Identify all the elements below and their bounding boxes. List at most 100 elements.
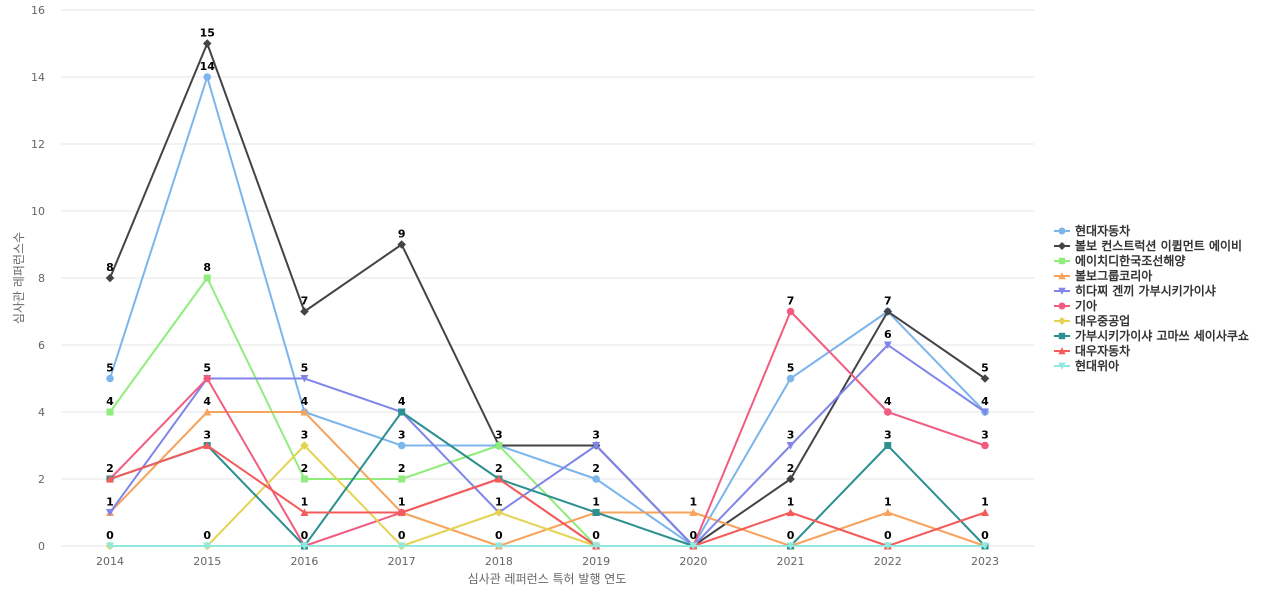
legend-marker <box>1058 272 1066 280</box>
legend-item[interactable]: 볼보 컨스트럭션 이큅먼트 에이비 <box>1054 238 1242 253</box>
series-2[interactable] <box>105 39 990 551</box>
data-label: 15 <box>200 27 215 40</box>
data-label: 8 <box>106 261 114 274</box>
legend-marker <box>1058 347 1066 355</box>
data-label: 7 <box>787 295 795 308</box>
data-label: 5 <box>106 362 114 375</box>
legend-label: 현대자동차 <box>1075 223 1130 238</box>
x-tick-label: 2021 <box>777 555 805 568</box>
data-label: 0 <box>398 529 406 542</box>
data-label: 5 <box>787 362 795 375</box>
x-tick-label: 2019 <box>582 555 610 568</box>
data-point <box>786 307 795 316</box>
data-point <box>494 475 503 483</box>
data-label: 1 <box>592 496 600 509</box>
data-point <box>203 73 212 81</box>
data-label: 4 <box>398 395 406 408</box>
legend-item[interactable]: 대우중공업 <box>1054 314 1130 328</box>
x-tick-label: 2015 <box>193 555 221 568</box>
data-label: 1 <box>884 496 892 509</box>
series-10[interactable] <box>106 542 989 551</box>
data-point <box>981 408 989 416</box>
data-label: 1 <box>398 496 406 509</box>
data-label: 5 <box>981 362 989 375</box>
data-point <box>300 508 309 516</box>
data-point <box>300 542 309 550</box>
data-label: 2 <box>592 462 600 475</box>
data-label: 8 <box>203 261 211 274</box>
legend-label: 히다찌 겐끼 가부시키가이샤 <box>1075 283 1216 298</box>
y-tick-label: 12 <box>31 138 45 151</box>
data-point <box>398 475 406 483</box>
data-label: 0 <box>106 529 114 542</box>
x-tick-label: 2023 <box>971 555 999 568</box>
x-tick-label: 2018 <box>485 555 513 568</box>
data-label: 1 <box>495 496 503 509</box>
data-point <box>981 441 989 450</box>
data-label: 1 <box>301 496 309 509</box>
series-line[interactable] <box>109 344 986 547</box>
series-line[interactable] <box>109 444 986 547</box>
y-tick-label: 6 <box>38 339 45 352</box>
data-label: 3 <box>495 429 503 442</box>
data-label: 3 <box>301 429 309 442</box>
data-point <box>592 442 601 450</box>
data-point <box>300 475 308 483</box>
legend-item[interactable]: 가부시키가이샤 고마쓰 세이사쿠쇼 <box>1054 328 1249 343</box>
x-tick-label: 2014 <box>96 555 124 568</box>
y-tick-label: 4 <box>38 406 45 419</box>
data-label: 2 <box>398 462 406 475</box>
data-point <box>689 542 698 550</box>
data-label: 0 <box>981 529 989 542</box>
legend-item[interactable]: 기아 <box>1054 298 1097 313</box>
legend-marker <box>1058 332 1066 340</box>
data-label: 7 <box>301 295 309 308</box>
legend-marker <box>1058 302 1066 310</box>
data-label: 3 <box>592 429 600 442</box>
legend-label: 현대위아 <box>1075 358 1119 373</box>
legend-item[interactable]: 에이치디한국조선해양 <box>1054 253 1185 268</box>
legend-item[interactable]: 현대위아 <box>1054 358 1119 373</box>
data-point <box>981 508 989 516</box>
data-label: 3 <box>787 429 795 442</box>
data-point <box>397 508 406 516</box>
legend-item[interactable]: 대우자동차 <box>1054 343 1130 358</box>
legend-label: 기아 <box>1075 298 1097 313</box>
data-label: 9 <box>398 228 406 241</box>
data-label: 3 <box>981 429 989 442</box>
data-point <box>883 307 893 316</box>
data-point <box>981 542 989 550</box>
y-tick-label: 8 <box>38 272 45 285</box>
data-label: 2 <box>301 462 309 475</box>
data-point <box>203 441 212 449</box>
legend-item[interactable]: 볼보그룹코리아 <box>1054 268 1152 283</box>
data-point <box>883 341 892 349</box>
data-label: 5 <box>301 362 309 375</box>
legend-item[interactable]: 히다찌 겐끼 가부시키가이샤 <box>1054 283 1216 298</box>
series-line[interactable] <box>109 42 986 547</box>
data-point <box>203 274 211 282</box>
x-tick-label: 2022 <box>874 555 902 568</box>
data-point <box>203 542 212 550</box>
data-point <box>106 475 114 483</box>
y-tick-label: 0 <box>38 540 45 553</box>
series-line[interactable] <box>109 411 986 547</box>
legend-label: 가부시키가이샤 고마쓰 세이사쿠쇼 <box>1075 328 1249 343</box>
data-label: 3 <box>398 429 406 442</box>
data-point <box>106 542 114 550</box>
series-line[interactable] <box>109 76 986 547</box>
data-label: 2 <box>495 462 503 475</box>
data-point <box>786 442 795 450</box>
data-label: 0 <box>203 529 211 542</box>
data-label: 7 <box>884 295 892 308</box>
legend-item[interactable]: 현대자동차 <box>1054 223 1130 238</box>
data-label: 5 <box>203 362 211 375</box>
data-point <box>203 374 212 383</box>
y-axis-title: 심사관 레퍼런스수 <box>12 232 26 324</box>
data-point <box>106 374 114 383</box>
legend-marker <box>1058 362 1066 370</box>
y-tick-label: 2 <box>38 473 45 486</box>
